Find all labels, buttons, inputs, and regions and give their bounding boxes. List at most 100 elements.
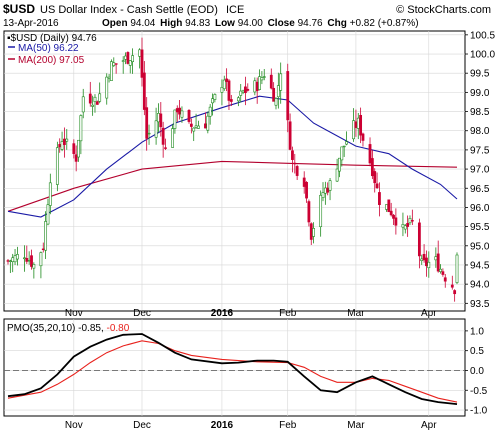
price-tick-label: 100.0 bbox=[470, 50, 495, 61]
ticker: $USD bbox=[3, 2, 35, 16]
candle-body bbox=[359, 114, 363, 136]
ma50-line bbox=[7, 95, 458, 218]
price-tick-label: 93.5 bbox=[470, 299, 490, 310]
candle-body bbox=[171, 128, 174, 148]
candle-body bbox=[131, 55, 134, 63]
candle-body bbox=[16, 254, 19, 260]
candle-body bbox=[262, 76, 266, 78]
x-tick-label: Mar bbox=[347, 420, 365, 431]
ma200-path bbox=[7, 160, 458, 212]
candle-body bbox=[307, 201, 311, 223]
candle-body bbox=[124, 55, 127, 60]
candle-body bbox=[222, 79, 226, 90]
candle-body bbox=[58, 144, 62, 148]
candle-body bbox=[140, 49, 144, 78]
pmo-signal-line bbox=[7, 340, 458, 403]
price-tick-label: 99.5 bbox=[470, 69, 490, 80]
watermark: © StockCharts.com bbox=[396, 4, 491, 16]
candle-body bbox=[81, 96, 85, 113]
candle-body bbox=[410, 220, 414, 222]
candle-body bbox=[55, 147, 59, 185]
candle-body bbox=[443, 277, 447, 282]
candle-body bbox=[192, 127, 196, 132]
candle-body bbox=[88, 93, 92, 104]
candle-body bbox=[241, 90, 245, 93]
candle-body bbox=[187, 109, 191, 122]
legend-ma50: MA(50) 96.22 bbox=[18, 43, 79, 54]
candle-body bbox=[95, 101, 99, 105]
candle-body bbox=[227, 80, 231, 101]
candle-body bbox=[147, 132, 151, 135]
candle-body bbox=[274, 98, 278, 106]
candle-body bbox=[406, 223, 410, 227]
candle-body bbox=[229, 99, 233, 102]
candle-body bbox=[6, 260, 10, 262]
candle-body bbox=[39, 252, 43, 267]
candle-body bbox=[439, 268, 442, 272]
price-axis: 93.5 94.0 94.5 95.0 95.5 96.0 96.5 97.0 97.5 98.0… bbox=[465, 30, 495, 310]
candle-body bbox=[394, 217, 398, 226]
candle-body bbox=[342, 145, 346, 148]
candle-body bbox=[387, 199, 391, 213]
candle-body bbox=[288, 121, 292, 150]
price-tick-label: 98.5 bbox=[470, 107, 490, 118]
candle-body bbox=[450, 284, 454, 288]
candle-body bbox=[41, 248, 45, 250]
candle-body bbox=[434, 256, 438, 261]
candle-body bbox=[138, 49, 142, 57]
pmo-legend-value: -0.85, bbox=[78, 323, 104, 334]
candle-body bbox=[272, 87, 276, 102]
chg-value: +0.82 (+0.87%) bbox=[350, 18, 419, 29]
candle-body bbox=[107, 76, 111, 79]
candle-body bbox=[378, 192, 381, 205]
candle-body bbox=[164, 147, 167, 149]
x-tick-label: Dec bbox=[133, 420, 151, 431]
candle-body bbox=[427, 261, 431, 269]
candle-body bbox=[91, 104, 95, 107]
candle-body bbox=[159, 113, 163, 128]
candle-body bbox=[32, 264, 36, 269]
pmo-tick-label: 0.0 bbox=[470, 366, 484, 377]
candle-body bbox=[375, 183, 379, 189]
candle-body bbox=[436, 253, 440, 272]
candle-body bbox=[189, 123, 193, 127]
candle-body bbox=[98, 93, 102, 102]
candle-body bbox=[338, 157, 341, 172]
candle-body bbox=[112, 62, 116, 66]
pmo-panel bbox=[3, 318, 466, 417]
candle-body bbox=[455, 254, 459, 283]
open-label: Open bbox=[102, 18, 128, 29]
candle-body bbox=[30, 255, 33, 267]
chg-label: Chg bbox=[327, 18, 346, 29]
ma50-path bbox=[7, 95, 458, 218]
ohlc-row: Open 94.04 High 94.83 Low 94.00 Close 94… bbox=[102, 18, 419, 29]
candle-body bbox=[441, 271, 445, 275]
candle-body bbox=[213, 94, 217, 100]
x-tick-label: Apr bbox=[421, 308, 437, 319]
x-tick-label: Dec bbox=[133, 308, 151, 319]
candle-body bbox=[319, 194, 323, 228]
candle-body bbox=[145, 107, 149, 139]
candle-body bbox=[291, 150, 294, 160]
candle-body bbox=[121, 60, 125, 62]
candle-body bbox=[352, 120, 355, 140]
pmo-x-axis: Nov Dec 2016 Feb Mar Apr bbox=[65, 420, 437, 431]
price-tick-label: 94.0 bbox=[470, 280, 490, 291]
x-tick-label: 2016 bbox=[211, 308, 234, 319]
candle-body bbox=[72, 143, 76, 154]
candle-body bbox=[305, 181, 308, 199]
candle-body bbox=[180, 110, 184, 118]
candle-body bbox=[225, 78, 229, 82]
candle-body bbox=[453, 290, 457, 295]
candle-body bbox=[178, 107, 182, 115]
candles bbox=[6, 37, 459, 302]
candle-body bbox=[286, 71, 290, 121]
candle-body bbox=[255, 81, 259, 92]
close-value: 94.76 bbox=[298, 18, 323, 29]
candle-body bbox=[420, 258, 424, 262]
x-tick-label: Feb bbox=[279, 308, 297, 319]
pmo-legend-signal: -0.80 bbox=[107, 323, 130, 334]
price-tick-label: 97.0 bbox=[470, 165, 490, 176]
candle-body bbox=[110, 61, 113, 81]
